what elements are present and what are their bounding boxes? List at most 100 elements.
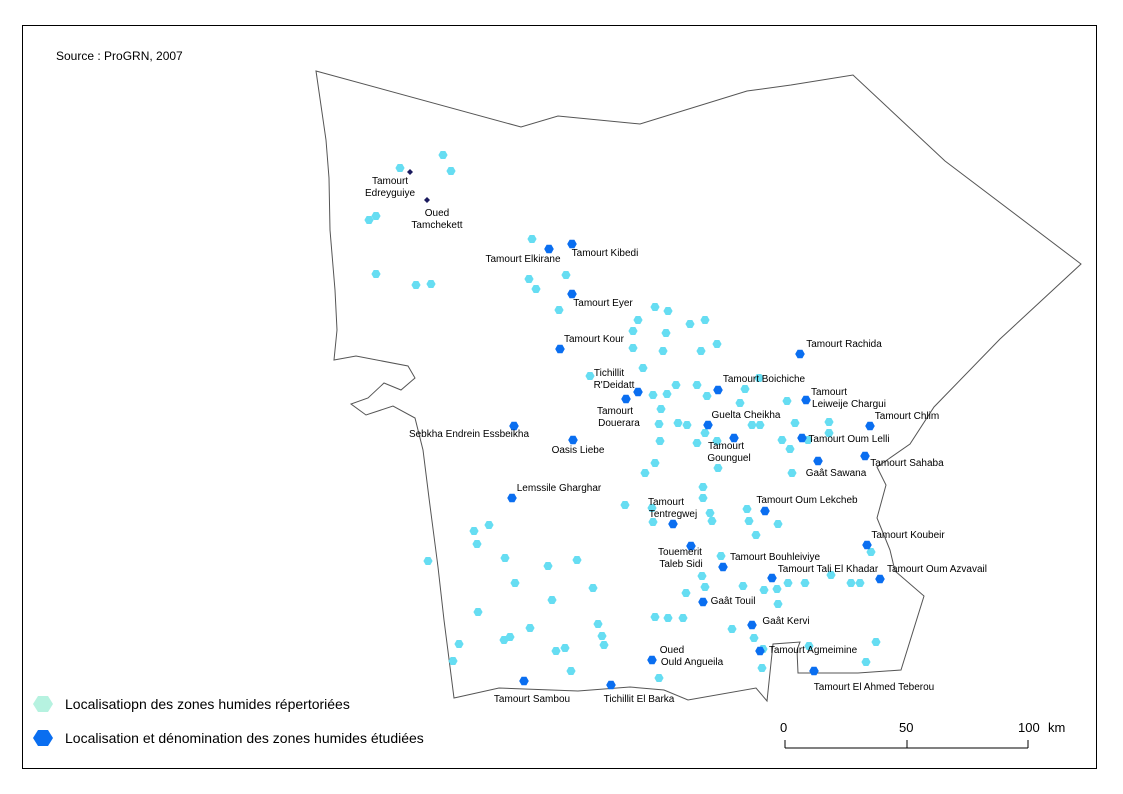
wetland-point-marker (407, 169, 413, 175)
wetland-point-repertoriee (777, 436, 787, 444)
wetland-label: Tamourt Kibedi (572, 248, 639, 259)
wetland-point-repertoriee (700, 429, 710, 437)
wetland-point-repertoriee (448, 657, 458, 665)
wetland-point-repertoriee (713, 464, 723, 472)
wetland-point-repertoriee (824, 418, 834, 426)
legend-label-repertoriees: Localisatiopn des zones humides répertor… (65, 696, 350, 712)
wetland-point-repertoriee (454, 640, 464, 648)
wetland-point-repertoriee (712, 340, 722, 348)
wetland-point-repertoriee (654, 674, 664, 682)
wetland-point-etudiee (698, 597, 708, 607)
wetland-point-repertoriee (543, 562, 553, 570)
wetland-label: Oasis Liebe (552, 445, 605, 456)
wetland-point-etudiee (729, 433, 739, 443)
wetland-point-repertoriee (446, 167, 456, 175)
wetland-point-etudiee (621, 394, 631, 404)
wetland-label: Tamourt Tali El Khadar (778, 564, 879, 575)
wetland-label: Edreyguiye (365, 188, 415, 199)
wetland-point-repertoriee (678, 614, 688, 622)
region-boundary (315, 70, 1082, 703)
wetland-point-etudiee (668, 519, 678, 529)
wetland-label: Tamourt Sahaba (870, 458, 944, 469)
wetland-point-repertoriee (698, 483, 708, 491)
wetland-point-repertoriee (371, 212, 381, 220)
wetland-point-repertoriee (438, 151, 448, 159)
wetland-point-etudiee (647, 655, 657, 665)
wetland-point-etudiee (567, 239, 577, 249)
wetland-point-etudiee (686, 541, 696, 551)
wetland-point-repertoriee (663, 614, 673, 622)
wetland-point-marker (424, 197, 430, 203)
wetland-point-repertoriee (648, 391, 658, 399)
wetland-point-etudiee (633, 387, 643, 397)
wetland-point-repertoriee (700, 316, 710, 324)
wetland-point-etudiee (755, 646, 765, 656)
wetland-point-repertoriee (585, 372, 595, 380)
wetland-label: Tamourt Kour (564, 334, 625, 345)
wetland-point-repertoriee (824, 429, 834, 437)
wetland-label: Tichillit El Barka (604, 694, 675, 705)
wetland-point-repertoriee (663, 307, 673, 315)
wetland-label: Tamourt Chlim (875, 411, 939, 422)
wetland-point-etudiee (544, 244, 554, 254)
wetland-label: Tamourt Oum Lelli (808, 434, 889, 445)
wetland-point-repertoriee (846, 579, 856, 587)
wetland-point-repertoriee (650, 303, 660, 311)
wetland-point-etudiee (760, 506, 770, 516)
wetland-point-repertoriee (692, 439, 702, 447)
wetland-point-repertoriee (800, 579, 810, 587)
wetland-point-repertoriee (727, 625, 737, 633)
scale-label-0: 0 (780, 720, 788, 735)
wetland-label: Tamourt Agmeimine (769, 645, 858, 656)
wetland-label: Tamourt Boichiche (723, 374, 806, 385)
wetland-point-repertoriee (697, 572, 707, 580)
wetland-point-repertoriee (371, 270, 381, 278)
wetland-point-etudiee (795, 349, 805, 359)
wetland-point-etudiee (509, 421, 519, 431)
wetland-point-repertoriee (484, 521, 494, 529)
wetland-point-etudiee (767, 573, 777, 583)
wetland-point-repertoriee (826, 571, 836, 579)
wetland-point-repertoriee (759, 586, 769, 594)
wetland-point-repertoriee (599, 641, 609, 649)
wetland-label: Tamchekett (411, 220, 462, 231)
wetland-label: Touemerit (658, 547, 702, 558)
wetland-label: Lemssile Gharghar (517, 483, 602, 494)
wetland-point-repertoriee (747, 421, 757, 429)
wetland-point-repertoriee (855, 579, 865, 587)
wetland-label: Ould Angueila (661, 657, 724, 668)
legend-item-etudiees: Localisation et dénomination des zones h… (33, 729, 424, 747)
wetland-point-etudiee (606, 680, 616, 690)
wetland-point-etudiee (507, 493, 517, 503)
wetland-point-repertoriee (783, 579, 793, 587)
wetland-label: Tamourt Sambou (494, 694, 570, 705)
wetland-point-etudiee (713, 385, 723, 395)
wetland-label: Douerara (598, 418, 640, 429)
wetland-point-repertoriee (588, 584, 598, 592)
wetland-label: Guelta Cheikha (712, 410, 781, 421)
wetland-point-repertoriee (472, 540, 482, 548)
wetland-point-repertoriee (554, 306, 564, 314)
wetland-point-repertoriee (700, 583, 710, 591)
wetland-point-etudiee (703, 420, 713, 430)
scale-bar (784, 740, 1029, 749)
wetland-point-repertoriee (744, 517, 754, 525)
wetland-point-etudiee (567, 289, 577, 299)
wetland-label: Gounguel (707, 453, 750, 464)
wetland-point-repertoriee (716, 552, 726, 560)
wetland-point-repertoriee (395, 164, 405, 172)
wetland-point-repertoriee (772, 585, 782, 593)
wetland-point-repertoriee (499, 636, 509, 644)
wetland-point-repertoriee (500, 554, 510, 562)
wetland-point-repertoriee (773, 600, 783, 608)
wetland-point-repertoriee (524, 275, 534, 283)
wetland-point-etudiee (862, 540, 872, 550)
wetland-point-repertoriee (633, 316, 643, 324)
wetland-label: Tichillit (594, 368, 624, 379)
wetland-point-repertoriee (593, 620, 603, 628)
wetland-point-repertoriee (749, 634, 759, 642)
wetland-point-repertoriee (696, 347, 706, 355)
wetland-point-repertoriee (628, 327, 638, 335)
wetland-point-etudiee (568, 435, 578, 445)
